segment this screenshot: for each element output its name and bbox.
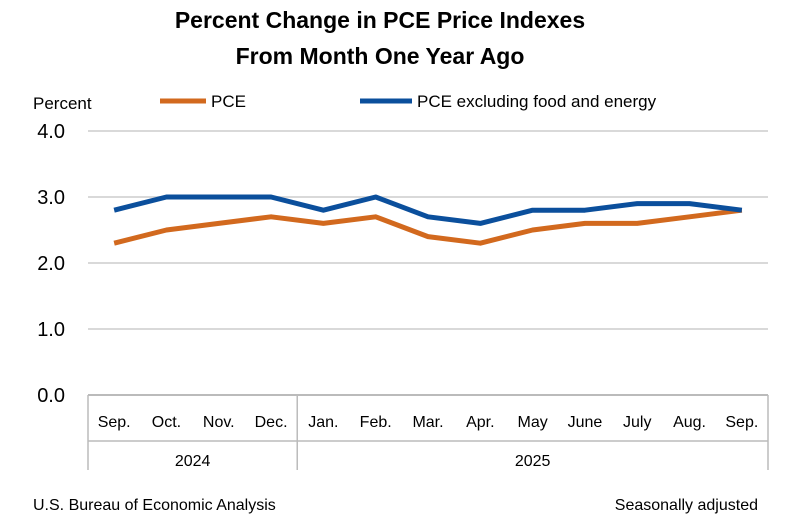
y-tick-label: 2.0 [37,253,65,275]
chart-title-line2: From Month One Year Ago [236,43,525,69]
y-tick-label: 3.0 [37,187,65,209]
source-note: U.S. Bureau of Economic Analysis [33,497,276,514]
legend-label-pce: PCE [211,92,246,111]
x-tick-label: Feb. [360,414,392,431]
year-label: 2025 [515,453,551,470]
chart-title-line1: Percent Change in PCE Price Indexes [175,7,585,33]
year-label: 2024 [175,453,211,470]
x-tick-label: Sep. [98,414,131,431]
y-axis-label: Percent [33,94,92,113]
legend-label-core-pce: PCE excluding food and energy [417,92,657,111]
series-line-1 [113,194,743,226]
x-tick-label: Dec. [255,414,288,431]
x-tick-label: Aug. [673,414,706,431]
x-tick-label: May [517,414,547,431]
x-tick-label: Nov. [203,414,235,431]
x-tick-label: Apr. [466,414,494,431]
y-tick-label: 1.0 [37,319,65,341]
x-tick-label: Mar. [412,414,443,431]
x-tick-label: July [623,414,651,431]
seasonal-note: Seasonally adjusted [615,497,758,514]
x-tick-label: Jan. [308,414,338,431]
y-tick-label: 4.0 [37,121,65,143]
x-tick-label: Sep. [725,414,758,431]
y-tick-label: 0.0 [37,385,65,407]
x-tick-label: June [568,414,603,431]
x-tick-label: Oct. [152,414,181,431]
